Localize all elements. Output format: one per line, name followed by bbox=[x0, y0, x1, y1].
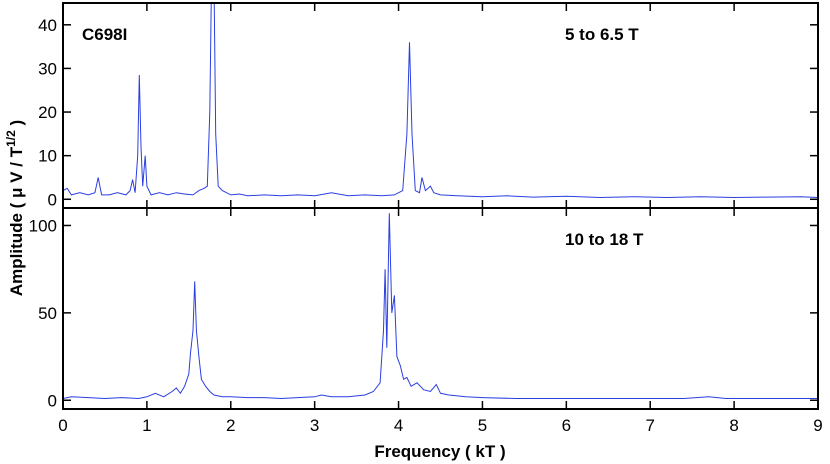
axes-frame bbox=[62, 207, 819, 410]
annotation: 5 to 6.5 T bbox=[565, 25, 639, 44]
x-tick-label: 3 bbox=[310, 416, 319, 435]
x-tick-label: 2 bbox=[226, 416, 235, 435]
y-label-end: ) bbox=[7, 120, 26, 130]
y-tick-label: 20 bbox=[38, 103, 57, 122]
y-tick-label: 0 bbox=[48, 391, 57, 410]
y-label-main: Amplitude ( μ V / T bbox=[7, 146, 26, 296]
x-tick-label: 7 bbox=[645, 416, 654, 435]
axes-frame bbox=[62, 2, 819, 209]
x-tick-label: 8 bbox=[729, 416, 738, 435]
plot-area bbox=[63, 213, 818, 400]
y-tick-label: 40 bbox=[38, 16, 57, 35]
y-tick-label: 100 bbox=[29, 216, 57, 235]
x-axis-label: Frequency ( kT ) bbox=[374, 442, 505, 461]
y-tick-label: 50 bbox=[38, 304, 57, 323]
y-label-sup: 1/2 bbox=[4, 130, 18, 147]
spectrum-line bbox=[63, 213, 818, 400]
spectrum-line bbox=[63, 3, 818, 199]
x-tick-label: 6 bbox=[562, 416, 571, 435]
x-tick-label: 5 bbox=[478, 416, 487, 435]
y-tick-label: 30 bbox=[38, 59, 57, 78]
x-tick-label: 4 bbox=[394, 416, 403, 435]
y-tick-label: 10 bbox=[38, 147, 57, 166]
plot-area bbox=[63, 3, 818, 199]
x-tick-label: 0 bbox=[58, 416, 67, 435]
y-tick-label: 0 bbox=[48, 190, 57, 209]
x-tick-label: 1 bbox=[142, 416, 151, 435]
x-tick-label: 9 bbox=[813, 416, 822, 435]
annotation: 10 to 18 T bbox=[565, 230, 644, 249]
annotation: C698I bbox=[82, 25, 127, 44]
y-axis-label: Amplitude ( μ V / T1/2 ) bbox=[4, 120, 26, 296]
